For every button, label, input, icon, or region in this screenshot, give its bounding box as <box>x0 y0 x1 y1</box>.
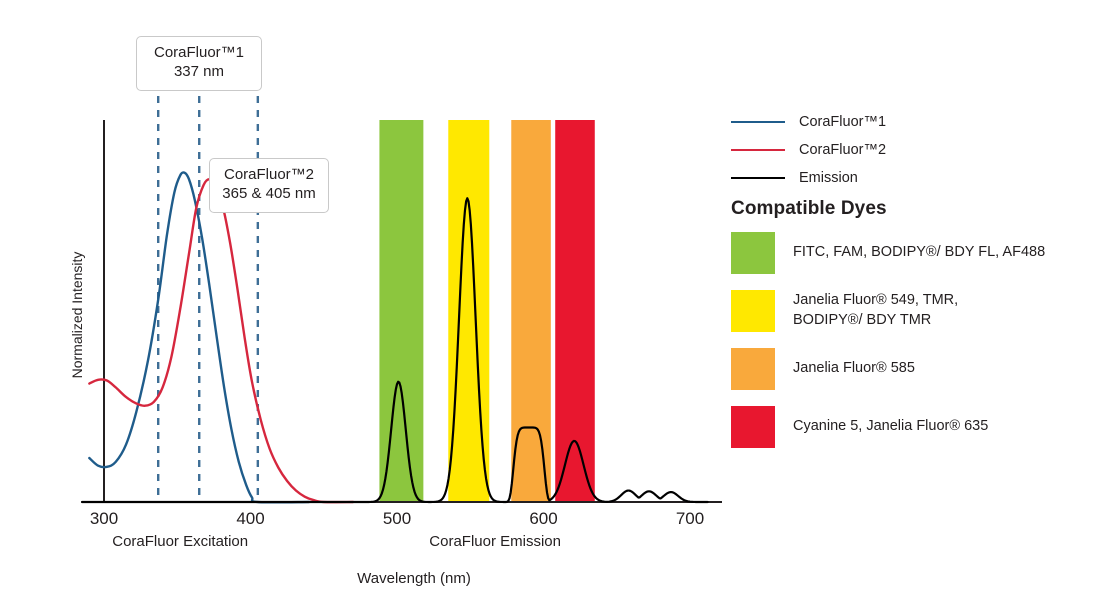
callout-corafluor2-line2: 365 & 405 nm <box>222 184 316 202</box>
dye-item-label: Janelia Fluor® 549, TMR, BODIPY®/ BDY TMR <box>793 292 959 328</box>
x-tick-label: 300 <box>90 509 118 528</box>
spectra-chart: 300 400 500 600 700 CoraFluor Excitation CoraF… <box>69 96 722 587</box>
legend-item: CoraFluor™1 <box>731 108 1101 136</box>
callout-corafluor1-line1: CoraFluor™1 <box>153 44 245 61</box>
axis-section-label: CoraFluor Excitation <box>112 533 248 550</box>
dye-item: Janelia Fluor® 549, TMR, BODIPY®/ BDY TMR <box>731 290 1106 332</box>
chart-plot-area: 300 400 500 600 700 CoraFluor Excitation CoraF… <box>69 96 722 587</box>
dye-item: Cyanine 5, Janelia Fluor® 635 <box>731 406 1106 448</box>
legend-line-swatch <box>731 177 785 179</box>
series-legend: CoraFluor™1 CoraFluor™2 Emission <box>731 108 1101 192</box>
dye-item-label: Cyanine 5, Janelia Fluor® 635 <box>793 418 989 435</box>
orange-band <box>511 120 551 502</box>
dye-item-label: Janelia Fluor® 585 <box>793 360 915 377</box>
legend-line-swatch <box>731 121 785 123</box>
compatible-dyes-list: FITC, FAM, BODIPY®/ BDY FL, AF488 Janelia… <box>731 232 1106 464</box>
series-excitation-2 <box>88 178 355 504</box>
callout-corafluor1-line2: 337 nm <box>173 62 225 80</box>
dye-item: FITC, FAM, BODIPY®/ BDY FL, AF488 <box>731 232 1106 274</box>
green-band <box>379 120 424 502</box>
axis-section-label: CoraFluor Emission <box>429 533 561 550</box>
legend-item-label: Emission <box>799 170 858 186</box>
dye-item: Janelia Fluor® 585 <box>731 348 1106 390</box>
legend-item: Emission <box>731 164 1101 192</box>
dye-color-swatch <box>731 406 775 448</box>
x-tick-label: 700 <box>676 509 704 528</box>
dye-color-swatch <box>731 348 775 390</box>
legend-item-label: CoraFluor™2 <box>799 142 887 158</box>
x-tick-label: 500 <box>383 509 411 528</box>
callout-corafluor2-line1: CoraFluor™2 <box>223 166 315 183</box>
series-emission <box>80 197 709 504</box>
legend-line-swatch <box>731 149 785 151</box>
compatible-dyes-title: Compatible Dyes <box>731 198 887 219</box>
callout-corafluor2: CoraFluor™2 365 & 405 nm <box>209 158 329 213</box>
legend-item: CoraFluor™2 <box>731 136 1101 164</box>
dye-item-label: FITC, FAM, BODIPY®/ BDY FL, AF488 <box>793 244 1046 261</box>
series-excitation-1 <box>88 171 311 504</box>
y-axis-title: Normalized Intensity <box>69 252 85 379</box>
x-axis-title: Wavelength (nm) <box>357 570 471 587</box>
x-tick-label: 400 <box>236 509 264 528</box>
callout-corafluor1: CoraFluor™1 337 nm <box>136 36 262 91</box>
red-band <box>555 120 595 502</box>
x-tick-label: 600 <box>529 509 557 528</box>
dye-color-swatch <box>731 290 775 332</box>
dye-color-swatch <box>731 232 775 274</box>
legend-item-label: CoraFluor™1 <box>799 114 887 130</box>
